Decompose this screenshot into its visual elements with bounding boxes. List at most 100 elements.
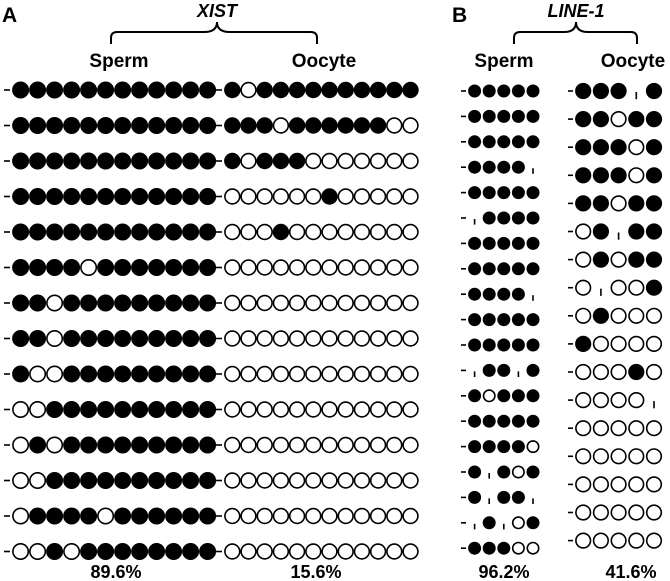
methylated-cpg bbox=[256, 81, 273, 99]
methylated-cpg bbox=[592, 82, 610, 100]
unmethylated-cpg bbox=[12, 542, 30, 560]
methylated-cpg bbox=[165, 507, 183, 525]
unmethylated-cpg bbox=[337, 223, 354, 241]
methylated-cpg bbox=[575, 110, 592, 128]
methylated-cpg bbox=[468, 389, 482, 403]
methylation-row bbox=[568, 139, 663, 156]
methylated-cpg bbox=[131, 542, 149, 560]
methylated-cpg bbox=[63, 436, 81, 454]
methylated-cpg bbox=[80, 400, 98, 418]
unmethylated-cpg bbox=[575, 363, 592, 381]
methylated-cpg bbox=[12, 365, 30, 383]
unmethylated-cpg bbox=[610, 251, 627, 268]
methylation-row bbox=[461, 541, 540, 555]
methylation-row bbox=[4, 258, 217, 276]
unmethylated-cpg bbox=[353, 294, 371, 312]
methylated-cpg bbox=[610, 167, 627, 184]
unmethylated-cpg bbox=[575, 504, 592, 521]
unmethylated-cpg bbox=[402, 259, 419, 276]
methylated-cpg bbox=[12, 188, 30, 206]
panel-a-oocyte-heading: Oocyte bbox=[292, 51, 356, 72]
unmethylated-cpg bbox=[224, 259, 241, 276]
methylated-cpg bbox=[29, 507, 47, 525]
methylated-cpg bbox=[199, 258, 217, 276]
methylated-cpg bbox=[526, 414, 540, 428]
methylated-cpg bbox=[182, 400, 200, 418]
unmethylated-cpg bbox=[337, 294, 354, 312]
methylated-cpg bbox=[80, 542, 98, 560]
methylated-cpg bbox=[482, 287, 496, 301]
methylated-cpg bbox=[97, 471, 115, 489]
unmethylated-cpg bbox=[610, 110, 627, 128]
methylated-cpg bbox=[482, 541, 496, 555]
methylated-cpg bbox=[199, 117, 217, 135]
unmethylated-cpg bbox=[526, 440, 540, 454]
methylated-cpg bbox=[592, 110, 610, 128]
unmethylated-cpg bbox=[305, 188, 322, 205]
unmethylated-cpg bbox=[321, 401, 338, 418]
unmethylated-cpg bbox=[321, 436, 338, 454]
unmethylated-cpg bbox=[610, 476, 627, 493]
unmethylated-cpg bbox=[240, 152, 257, 170]
unmethylated-cpg bbox=[386, 117, 403, 134]
methylated-cpg bbox=[46, 507, 64, 525]
panel-b-bracket bbox=[513, 21, 638, 44]
unmethylated-cpg bbox=[369, 259, 387, 276]
methylation-row bbox=[216, 401, 419, 418]
methylation-row bbox=[4, 188, 217, 206]
unmethylated-cpg bbox=[645, 532, 663, 549]
unmethylated-cpg bbox=[592, 476, 610, 493]
methylated-cpg bbox=[511, 490, 525, 504]
unmethylated-cpg bbox=[240, 81, 257, 99]
methylation-row bbox=[216, 365, 419, 383]
methylated-cpg bbox=[131, 471, 149, 489]
methylated-cpg bbox=[511, 109, 525, 123]
methylated-cpg bbox=[482, 414, 496, 428]
methylated-cpg bbox=[63, 329, 81, 347]
unmethylated-cpg bbox=[645, 335, 663, 353]
unmethylated-cpg bbox=[305, 472, 322, 489]
unmethylated-cpg bbox=[97, 507, 115, 525]
methylated-cpg bbox=[97, 329, 115, 347]
methylation-row bbox=[568, 532, 663, 549]
unmethylated-cpg bbox=[353, 436, 371, 454]
methylation-row bbox=[568, 476, 663, 493]
methylated-cpg bbox=[497, 135, 511, 149]
methylated-cpg bbox=[114, 152, 132, 170]
methylated-cpg bbox=[63, 471, 81, 489]
unmethylated-cpg bbox=[224, 365, 241, 383]
unmethylated-cpg bbox=[610, 420, 627, 437]
unmethylated-cpg bbox=[272, 294, 290, 312]
unmethylated-cpg bbox=[337, 152, 354, 170]
unmethylated-cpg bbox=[305, 223, 322, 241]
methylated-cpg bbox=[148, 542, 166, 560]
methylation-row bbox=[568, 392, 655, 409]
methylated-cpg bbox=[199, 436, 217, 454]
unmethylated-cpg bbox=[12, 436, 30, 454]
panel-a-sperm-heading: Sperm bbox=[89, 51, 148, 72]
unmethylated-cpg bbox=[305, 259, 322, 276]
unmethylated-cpg bbox=[12, 507, 30, 525]
methylated-cpg bbox=[497, 186, 511, 200]
unmethylated-cpg bbox=[628, 448, 645, 465]
unmethylated-cpg bbox=[256, 294, 273, 312]
panel-a-bracket bbox=[110, 21, 318, 44]
methylated-cpg bbox=[114, 400, 132, 418]
methylated-cpg bbox=[46, 152, 64, 170]
unmethylated-cpg bbox=[353, 401, 371, 418]
methylated-cpg bbox=[148, 294, 166, 312]
methylated-cpg bbox=[182, 507, 200, 525]
methylated-cpg bbox=[575, 167, 592, 184]
methylated-cpg bbox=[369, 117, 387, 134]
methylated-cpg bbox=[131, 400, 149, 418]
panel-a-sperm-percent: 89.6% bbox=[90, 562, 141, 581]
unmethylated-cpg bbox=[645, 448, 663, 465]
methylated-cpg bbox=[526, 313, 540, 327]
unmethylated-cpg bbox=[353, 188, 371, 205]
unmethylated-cpg bbox=[386, 543, 403, 560]
panel-a: A XIST Sperm Oocyte 89.6% 15.6% bbox=[2, 1, 419, 581]
methylated-cpg bbox=[148, 436, 166, 454]
unmethylated-cpg bbox=[369, 436, 387, 454]
methylation-row bbox=[4, 507, 217, 525]
methylation-row bbox=[4, 223, 217, 241]
